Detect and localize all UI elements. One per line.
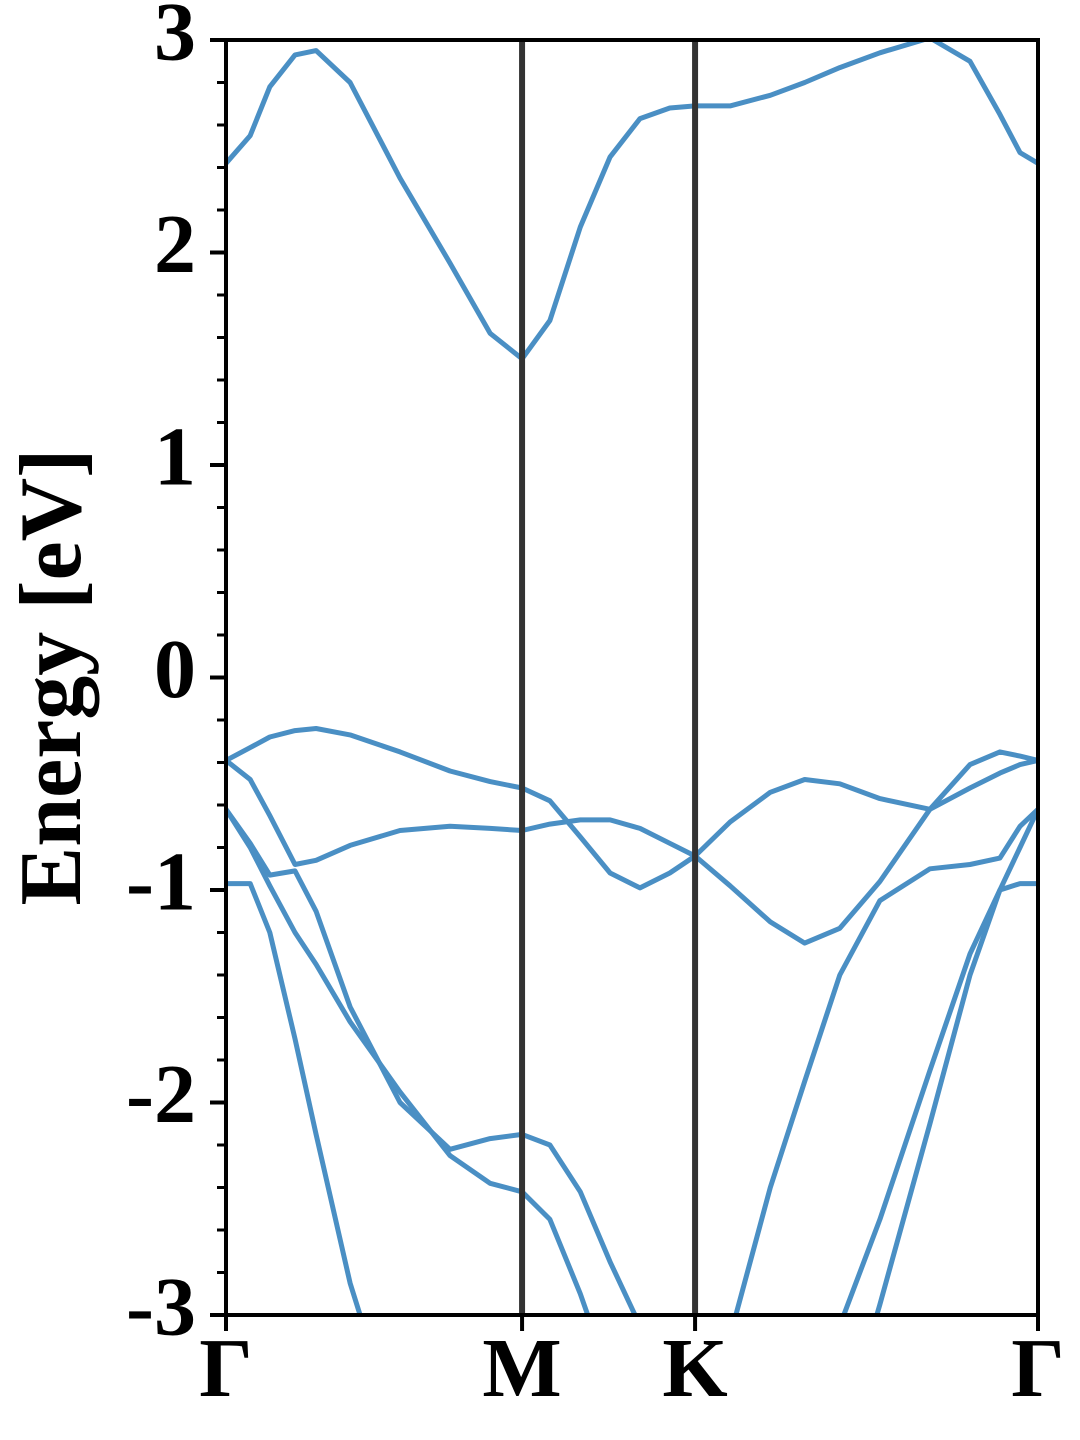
y-tick-label: 1	[154, 410, 196, 503]
x-tick-label: K	[662, 1322, 727, 1415]
x-tick-label: Γ	[1011, 1322, 1064, 1415]
band-line	[226, 749, 1038, 946]
y-axis-label: Energy [eV]	[3, 449, 100, 906]
band-line	[226, 806, 1038, 1315]
x-tick-label: Γ	[199, 1322, 252, 1415]
y-tick-label: -3	[126, 1260, 196, 1353]
band-line	[226, 40, 1038, 362]
y-tick-label: 3	[154, 0, 196, 78]
y-tick-label: -2	[126, 1048, 196, 1141]
band-line	[226, 806, 1038, 1315]
plot-frame	[224, 38, 1040, 1317]
y-tick-label: 0	[154, 623, 196, 716]
x-tick-label: M	[482, 1322, 561, 1415]
bands	[226, 40, 1038, 1315]
band-line	[226, 881, 1038, 1315]
y-tick-label: 2	[154, 198, 196, 291]
band-line	[226, 726, 1038, 891]
y-tick-label: -1	[126, 835, 196, 928]
